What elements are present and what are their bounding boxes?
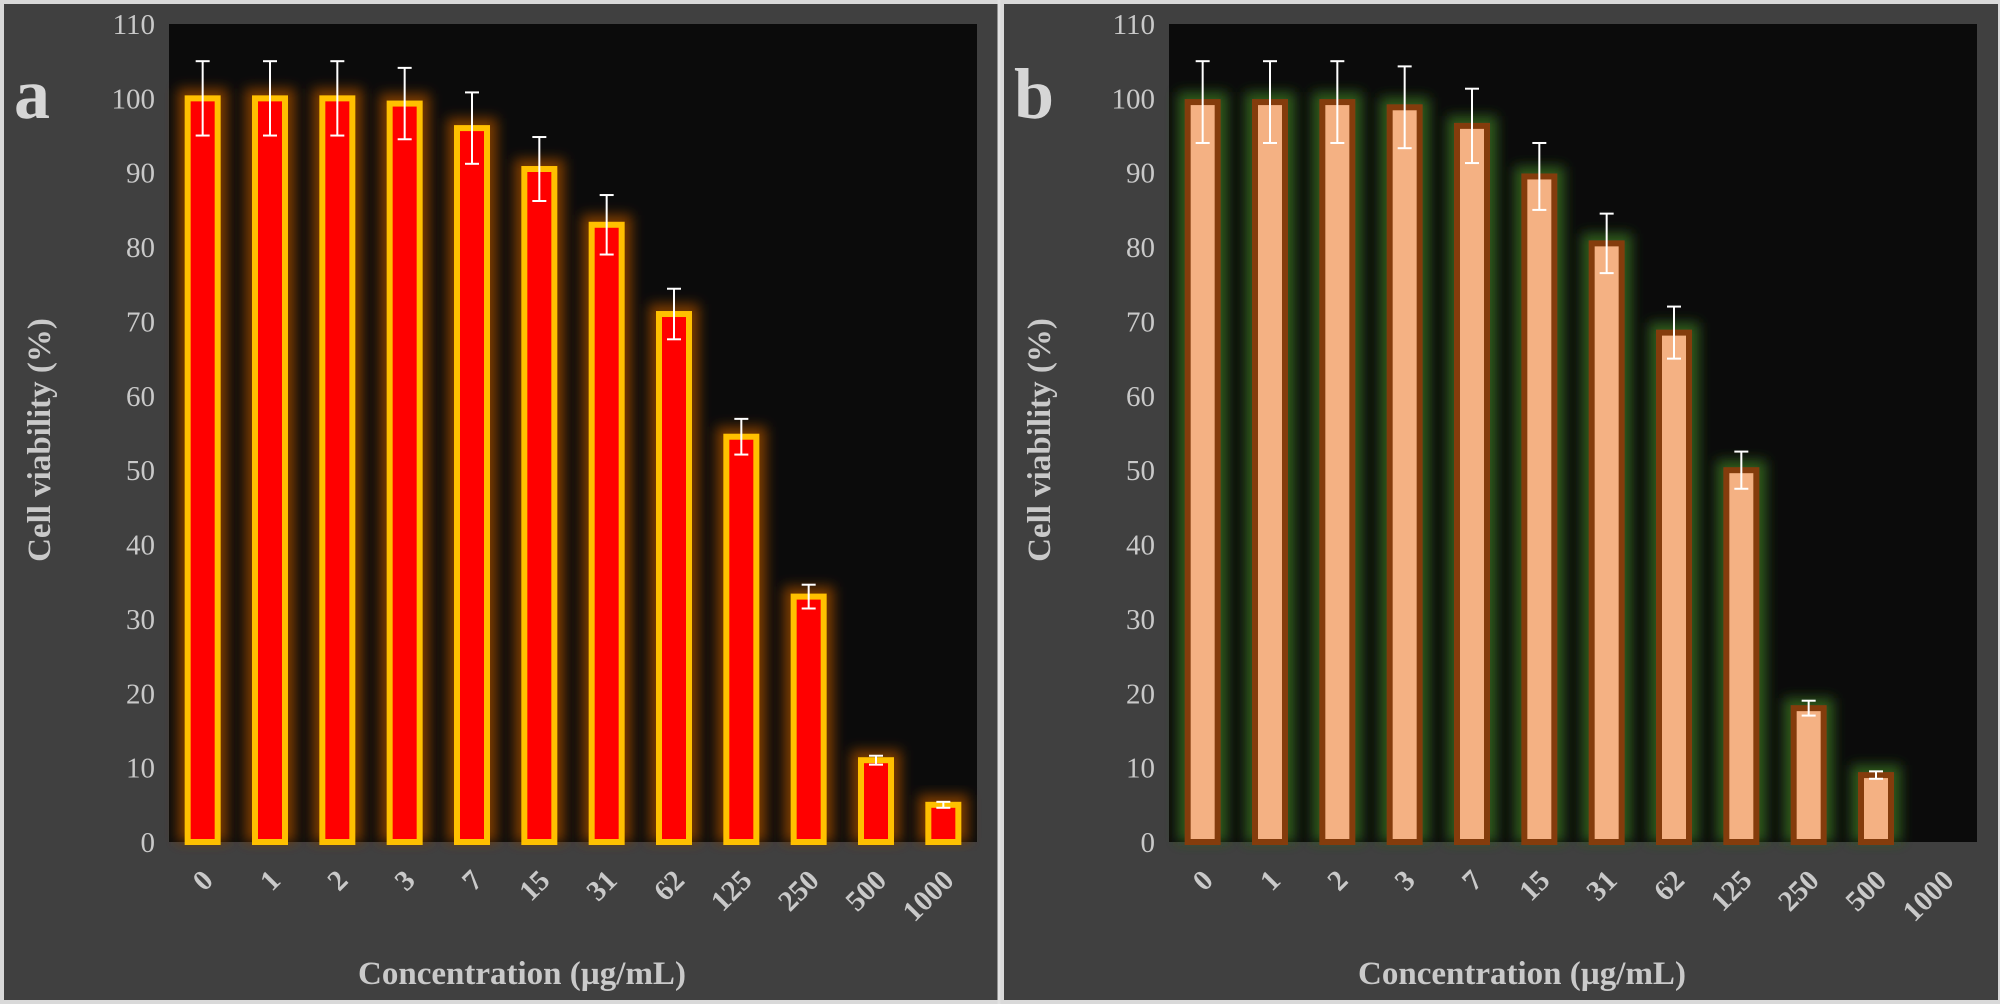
- bar: [1858, 772, 1894, 846]
- bar: [1184, 99, 1221, 845]
- bar: [1588, 240, 1625, 845]
- error-bar: [1734, 450, 1749, 490]
- y-tick-label: 40: [126, 530, 155, 562]
- panel-b: b Cell viability (%) Concentration (µg/m…: [1004, 4, 1998, 1000]
- bar: [925, 801, 962, 845]
- y-tick-label: 100: [112, 83, 156, 115]
- error-bar: [263, 60, 277, 137]
- error-bar: [397, 66, 412, 141]
- y-axis-title: Cell viability (%): [22, 318, 58, 562]
- bar: [1386, 104, 1423, 845]
- error-bar: [1869, 770, 1883, 780]
- bar: [1656, 329, 1692, 845]
- y-tick-label: 50: [1126, 455, 1155, 487]
- bar: [1790, 705, 1827, 845]
- y-axis-title: Cell viability (%): [1022, 318, 1058, 562]
- error-bar: [869, 754, 883, 766]
- bar: [386, 100, 423, 845]
- panel-a: a Cell viability (%) Concentration (µg/m…: [4, 4, 998, 1000]
- error-bar: [532, 136, 547, 202]
- y-tick-label: 110: [1113, 9, 1155, 41]
- y-tick-label: 80: [1126, 232, 1155, 264]
- bar: [1521, 173, 1558, 846]
- y-tick-label: 20: [126, 678, 155, 710]
- error-bar: [667, 287, 681, 341]
- error-bar: [1397, 65, 1412, 150]
- y-tick-label: 60: [126, 381, 155, 413]
- error-bar: [1195, 60, 1210, 144]
- y-tick-label: 70: [126, 306, 155, 338]
- y-tick-label: 100: [1112, 83, 1156, 115]
- y-tick-label: 0: [1141, 827, 1156, 859]
- y-tick-label: 110: [113, 9, 155, 41]
- bar: [319, 95, 356, 845]
- y-tick-label: 30: [126, 604, 155, 636]
- bar: [184, 95, 221, 845]
- y-tick-label: 90: [1126, 158, 1155, 190]
- bar: [858, 757, 894, 846]
- bar: [454, 125, 490, 846]
- y-tick-label: 20: [1126, 678, 1155, 710]
- y-tick-label: 10: [1126, 753, 1155, 785]
- y-tick-label: 90: [126, 158, 155, 190]
- error-bar: [195, 60, 210, 137]
- plot-area: [169, 24, 977, 842]
- bar: [1319, 99, 1356, 845]
- error-bar: [1667, 305, 1681, 360]
- bar: [656, 311, 692, 845]
- y-tick-label: 70: [1126, 306, 1155, 338]
- y-tick-label: 50: [126, 455, 155, 487]
- panel-label: a: [14, 54, 50, 134]
- bar: [1454, 122, 1490, 846]
- error-bar: [734, 417, 749, 456]
- y-tick-label: 30: [1126, 604, 1155, 636]
- bar: [521, 166, 558, 845]
- error-bar: [1599, 212, 1614, 275]
- bar: [252, 95, 288, 845]
- error-bar: [465, 91, 479, 165]
- y-tick-label: 40: [1126, 530, 1155, 562]
- error-bar: [1465, 87, 1479, 165]
- error-bar: [599, 194, 614, 256]
- bar: [1252, 99, 1288, 845]
- bar: [588, 221, 625, 846]
- y-tick-label: 60: [1126, 381, 1155, 413]
- error-bar: [1263, 60, 1277, 144]
- bar: [1723, 467, 1760, 845]
- y-tick-label: 10: [126, 753, 155, 785]
- x-axis-title: Concentration (µg/mL): [358, 956, 686, 992]
- error-bar: [801, 583, 816, 610]
- error-bar: [330, 60, 345, 137]
- plot-area: [1169, 24, 1977, 842]
- bar: [723, 433, 760, 845]
- x-axis-title: Concentration (µg/mL): [1358, 956, 1686, 992]
- error-bar: [1532, 141, 1547, 211]
- y-tick-label: 80: [126, 232, 155, 264]
- error-bar: [1801, 699, 1816, 717]
- y-tick-label: 0: [141, 827, 156, 859]
- error-bar: [1330, 60, 1345, 144]
- bar: [790, 593, 827, 845]
- panel-label: b: [1014, 54, 1054, 134]
- error-bar: [936, 800, 951, 809]
